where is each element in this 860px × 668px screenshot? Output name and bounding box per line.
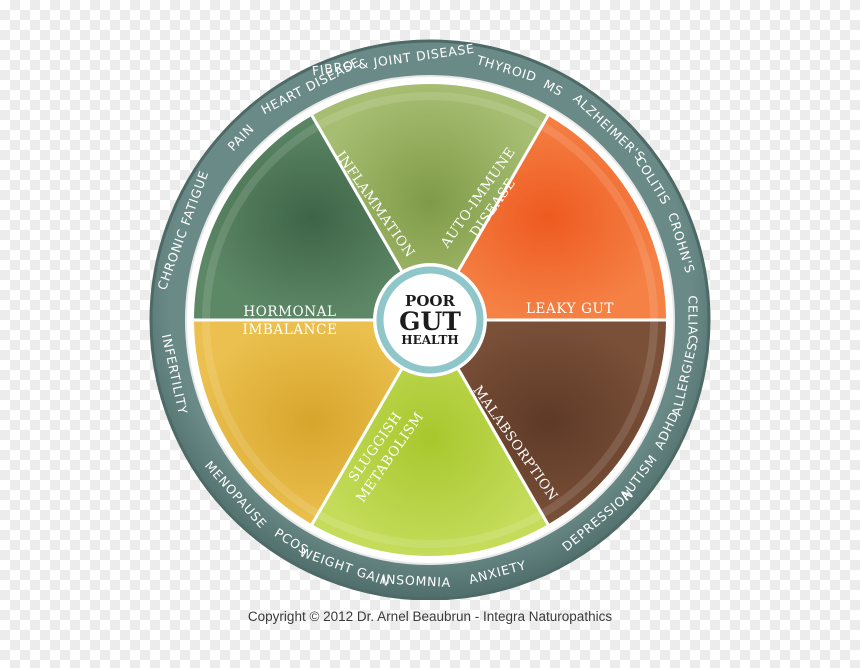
sector-malabsorption	[312, 320, 548, 557]
sector-inflammation	[312, 83, 548, 320]
segment-label-hormonal: HORMONAL IMBALANCE	[243, 304, 338, 338]
copyright-text: Copyright © 2012 Dr. Arnel Beaubrun - In…	[247, 609, 613, 624]
outer-ring-edge	[149, 39, 711, 600]
sector-autoimmune	[430, 115, 666, 320]
sector-highlight	[202, 92, 658, 548]
sector-hormonal	[194, 115, 430, 320]
ring-label: INSOMNIA	[381, 571, 451, 590]
gut-health-wheel: FIBRO & JOINT DISEASE THYROIDMSALZHEIMER'…	[149, 39, 711, 600]
sector-group	[194, 83, 666, 557]
ring-label: CELIAC	[686, 295, 701, 344]
sector-sluggish	[194, 320, 430, 525]
segment-label-leaky: LEAKY GUT	[526, 301, 614, 317]
hub-line-gut: GUT	[399, 307, 461, 336]
hub-line-poor: POOR	[405, 292, 455, 310]
sector-leaky	[430, 320, 666, 525]
segment-label-line: IMBALANCE	[243, 322, 338, 338]
segment-label-line: LEAKY GUT	[526, 301, 614, 317]
hub-border	[376, 266, 484, 374]
segment-label-line: HORMONAL	[243, 304, 336, 320]
hub-line-health: HEALTH	[401, 333, 459, 347]
